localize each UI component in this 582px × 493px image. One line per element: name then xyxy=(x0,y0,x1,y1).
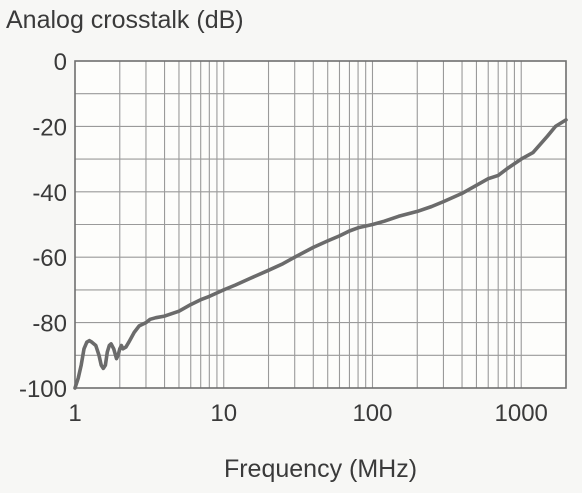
x-tick-label: 1000 xyxy=(495,400,548,427)
plot-frame xyxy=(74,60,567,389)
series-line-0 xyxy=(73,118,568,390)
x-tick-label: 100 xyxy=(352,400,392,427)
y-tick-label: -60 xyxy=(32,245,67,272)
y-tick-label: -100 xyxy=(19,376,67,403)
y-tick-label: 0 xyxy=(54,49,67,76)
x-axis-label: Frequency (MHz) xyxy=(224,455,417,483)
y-tick-label: -80 xyxy=(32,311,67,338)
y-tick-label: -20 xyxy=(32,114,67,141)
x-tick-label: 10 xyxy=(210,400,237,427)
x-tick-label: 1 xyxy=(68,400,81,427)
grid xyxy=(75,61,566,388)
y-tick-label: -40 xyxy=(32,180,67,207)
chart-title: Analog crosstalk (dB) xyxy=(6,6,244,34)
